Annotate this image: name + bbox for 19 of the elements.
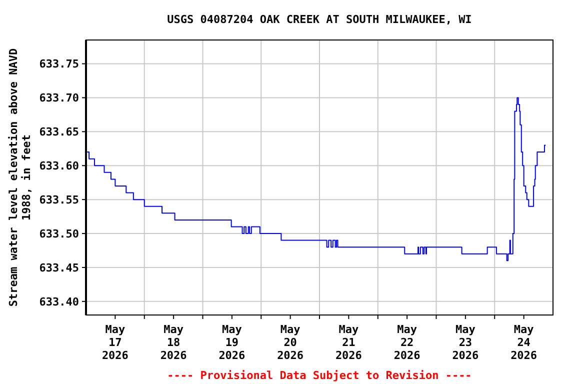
y-tick-label: 633.70 xyxy=(39,92,79,105)
y-axis-title: Stream water level elevation above NAVD 1988, in feet xyxy=(7,48,33,307)
x-tick-label: May 24 2026 xyxy=(510,323,538,362)
x-tick-label: May 22 2026 xyxy=(394,323,421,362)
y-tick-label: 633.45 xyxy=(39,261,79,274)
y-tick-label: 633.50 xyxy=(39,227,79,240)
y-tick-label: 633.75 xyxy=(39,58,79,71)
text: ---- Provisional Data Subject to Revision ---- xyxy=(167,369,472,382)
x-tick-label: May 18 2026 xyxy=(160,323,188,362)
y-tick-label: 633.60 xyxy=(39,159,79,172)
x-tick-label: May 21 2026 xyxy=(335,323,362,362)
chart-title: USGS 04087204 OAK CREEK AT SOUTH MILWAUKEE, WI xyxy=(167,13,472,26)
x-tick-label: May 23 2026 xyxy=(452,323,480,362)
y-tick-label: 633.65 xyxy=(39,126,79,139)
x-tick-label: May 17 2026 xyxy=(102,323,129,362)
x-tick-label: May 20 2026 xyxy=(277,323,304,362)
y-tick-label: 633.55 xyxy=(39,193,79,206)
x-tick-label: May 19 2026 xyxy=(218,323,246,362)
y-tick-label: 633.40 xyxy=(39,295,79,308)
